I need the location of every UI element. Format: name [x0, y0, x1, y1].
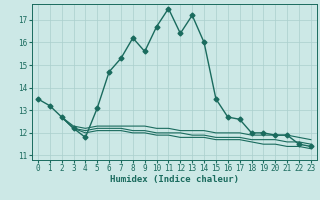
X-axis label: Humidex (Indice chaleur): Humidex (Indice chaleur): [110, 175, 239, 184]
